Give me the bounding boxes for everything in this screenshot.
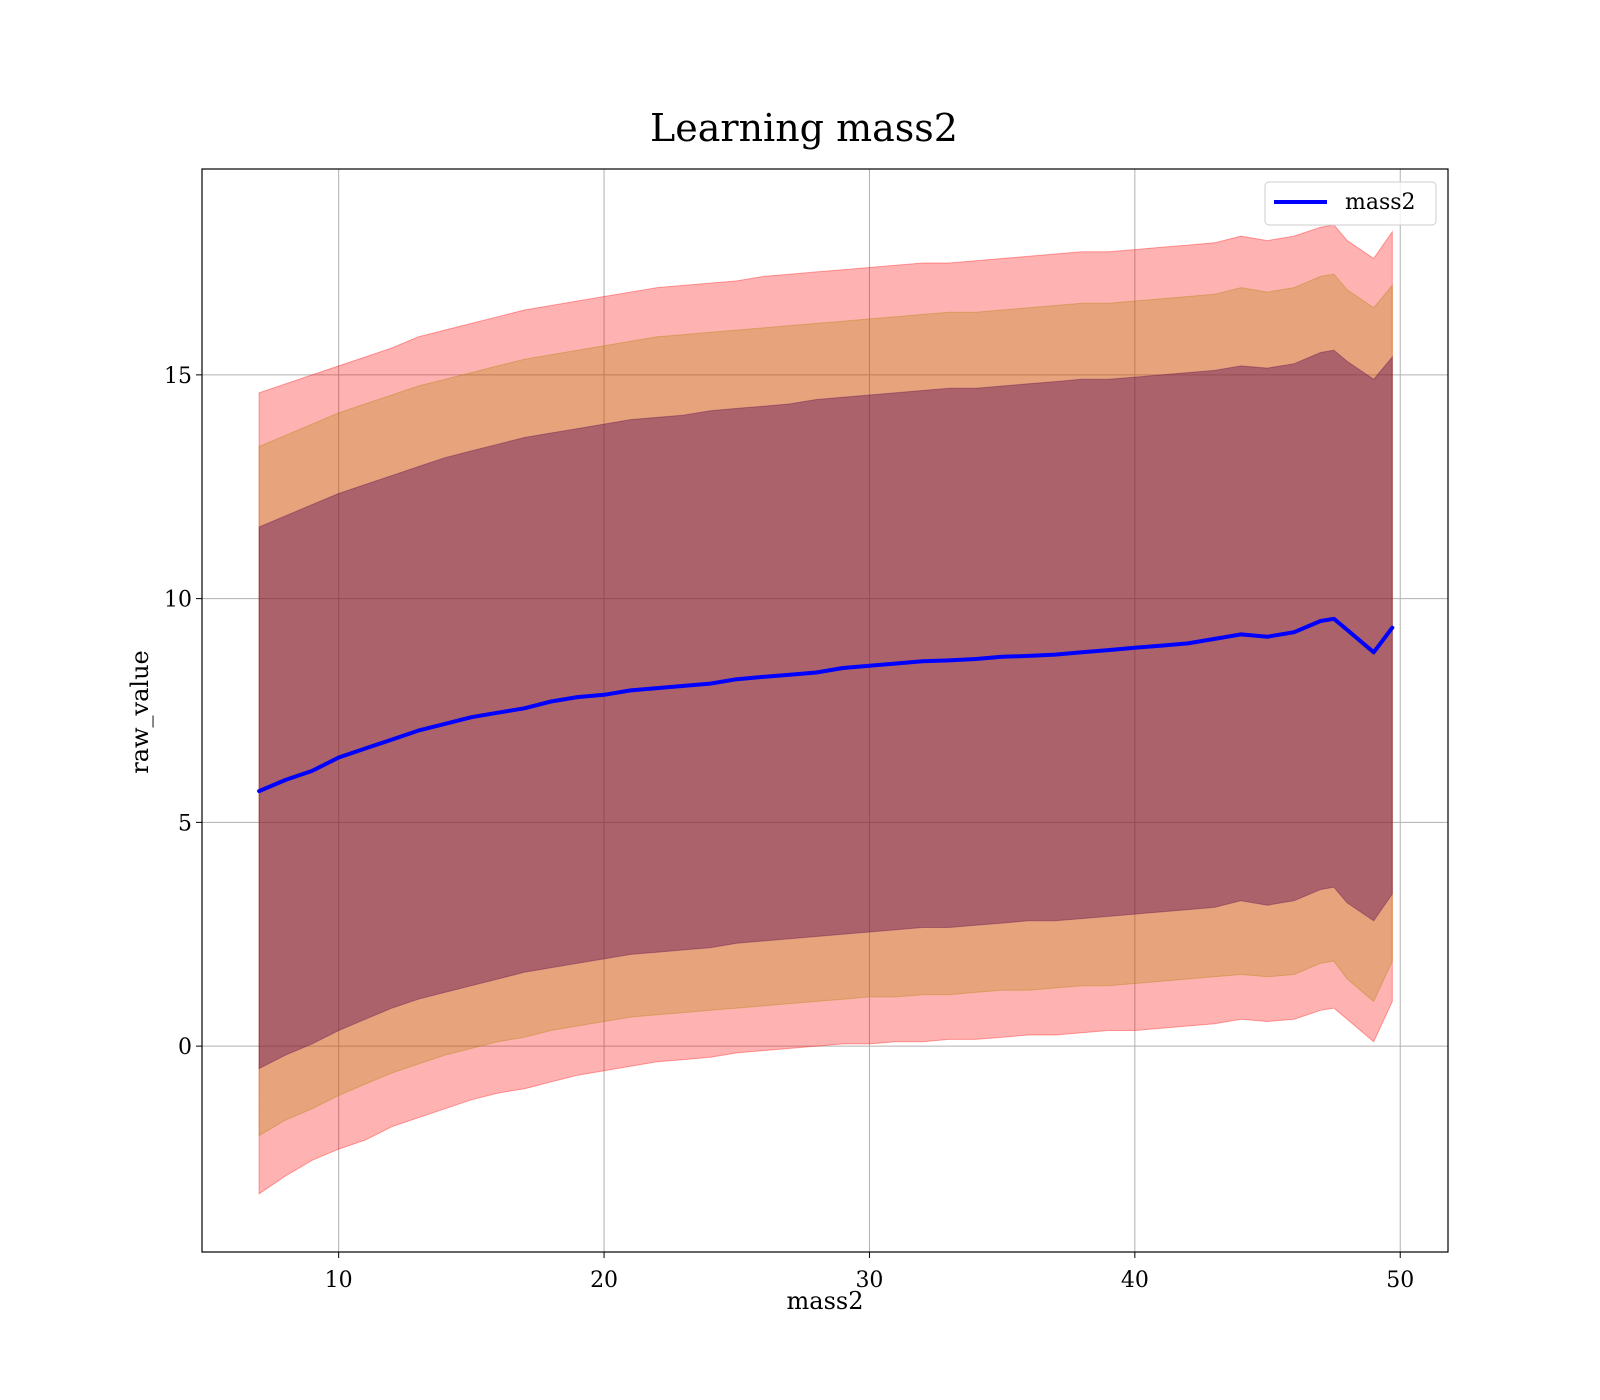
grid [202,169,1448,1252]
x-tick-label-50: 50 [1386,1268,1414,1293]
x-tick-label-30: 30 [855,1268,883,1293]
y-tick-label-0: 0 [178,1035,192,1060]
y-axis-label: raw_value [126,650,154,774]
x-axis: 10 20 30 40 50 [325,1252,1414,1293]
legend-box [1264,181,1437,226]
x-tick-label-20: 20 [590,1268,618,1293]
plot-frame [201,168,1449,1253]
band-2 [258,273,1393,1137]
series-line-mass2 [257,616,1395,794]
confidence-bands [258,224,1393,1195]
y-tick-label-5: 5 [178,811,192,836]
chart-title: Learning mass2 [650,106,958,150]
y-tick-label-15: 15 [164,364,192,389]
y-tick-label-10: 10 [164,588,192,613]
legend: mass2 [1264,181,1437,226]
band-3 [258,349,1393,1070]
y-axis: 0 5 10 15 [164,364,202,1060]
x-tick-label-10: 10 [325,1268,353,1293]
x-axis-label: mass2 [787,1287,864,1315]
legend-label-mass2: mass2 [1345,190,1416,215]
x-tick-label-40: 40 [1121,1268,1149,1293]
band-1 [258,224,1393,1195]
series-lines [257,616,1395,794]
